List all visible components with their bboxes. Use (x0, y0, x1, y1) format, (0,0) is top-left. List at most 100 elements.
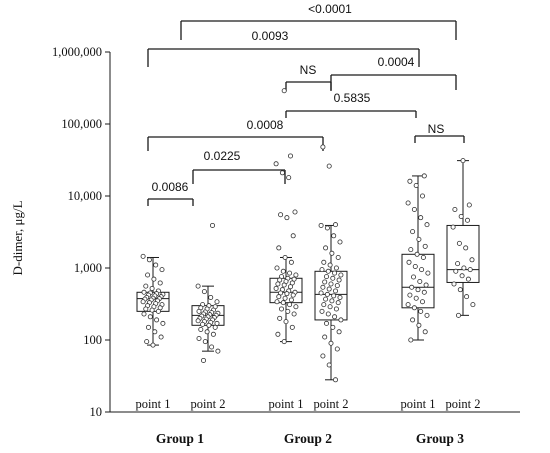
data-point (290, 292, 296, 298)
p-value-label: NS (300, 63, 317, 77)
data-point (319, 308, 325, 314)
data-point (463, 245, 469, 251)
data-point (422, 329, 428, 335)
comparison-3: NS (285, 63, 332, 91)
data-point (461, 265, 467, 271)
data-point (158, 334, 164, 340)
data-point (282, 254, 288, 260)
data-point (410, 274, 416, 280)
data-point (214, 320, 220, 326)
data-point (287, 302, 293, 308)
data-point (330, 324, 336, 330)
point-label: point 2 (190, 397, 225, 411)
y-tick-label: 100,000 (61, 117, 102, 131)
data-point (322, 334, 328, 340)
data-point (425, 270, 431, 276)
data-point (419, 193, 425, 199)
p-value-label: 0.0086 (152, 180, 189, 194)
data-point (464, 294, 470, 300)
data-point (405, 200, 411, 206)
data-point (332, 270, 338, 276)
axis-labels: D-dimer, μg/L (10, 200, 25, 275)
comparison-1: <0.0001 (180, 2, 457, 40)
data-point (291, 311, 297, 317)
comparison-8: 0.0225 (192, 149, 286, 184)
data-point (407, 292, 413, 298)
data-point (458, 213, 464, 219)
comparison-brackets: <0.0001 0.0093 NS 0.0004 0.5835 0.0008 NS 0.022… (147, 2, 465, 206)
data-point (151, 276, 157, 282)
data-point (419, 299, 425, 305)
data-point (413, 295, 419, 301)
data-point (201, 289, 207, 295)
data-point (318, 222, 324, 228)
data-point (407, 178, 413, 184)
data-point (287, 284, 293, 290)
data-point (202, 339, 208, 345)
data-point (149, 307, 155, 313)
data-point (152, 329, 158, 335)
data-point (410, 229, 416, 235)
p-value-label: 0.5835 (334, 91, 371, 105)
y-tick-label: 1,000,000 (52, 45, 102, 59)
data-point (212, 324, 218, 330)
data-point (210, 331, 216, 337)
y-tick-label: 10,000 (68, 189, 102, 203)
data-point (327, 262, 333, 268)
data-point (153, 262, 159, 268)
data-point (418, 215, 424, 221)
data-point (465, 276, 471, 282)
data-point (332, 288, 338, 294)
data-point (276, 294, 282, 300)
data-point (419, 267, 425, 273)
point-label: point 2 (445, 397, 480, 411)
point-label: point 1 (400, 397, 435, 411)
data-point (273, 161, 279, 167)
box-2: point 2 (190, 222, 226, 411)
data-point (335, 300, 341, 306)
box-series: point 1 point 2 point 1 point 2 point 1 point… (135, 88, 481, 446)
comparison-4: 0.0004 (330, 55, 457, 90)
comparison-5: 0.5835 (285, 91, 417, 118)
box-1: point 1 (135, 253, 171, 411)
data-point (325, 268, 331, 274)
data-point (206, 322, 212, 328)
data-point (284, 215, 290, 221)
data-point (329, 298, 335, 304)
data-point (273, 285, 279, 291)
data-point (144, 339, 150, 345)
data-point (323, 245, 329, 251)
data-point (274, 265, 280, 271)
data-point (334, 346, 340, 352)
data-point (204, 329, 210, 335)
data-point (466, 202, 472, 208)
data-point (328, 340, 334, 346)
comparison-2: 0.0093 (147, 29, 420, 67)
data-point (277, 315, 283, 321)
data-point (420, 254, 426, 260)
p-value-label: 0.0225 (204, 149, 241, 163)
y-axis-ticks: 10 100 1,000 10,000 100,000 1,000,000 (52, 45, 110, 419)
data-point (338, 317, 344, 323)
data-point (326, 163, 332, 169)
data-point (455, 312, 461, 318)
data-point (329, 250, 335, 256)
data-point (140, 299, 146, 305)
data-point (280, 268, 286, 274)
p-value-label: 0.0093 (252, 29, 289, 43)
data-point (157, 280, 163, 286)
data-point (326, 286, 332, 292)
data-point (287, 153, 293, 159)
data-point (332, 222, 338, 228)
data-point (406, 259, 412, 265)
data-point (276, 245, 282, 251)
iqr-box (314, 270, 348, 321)
data-point (450, 224, 456, 230)
data-point (412, 263, 418, 269)
data-point (334, 283, 340, 289)
data-point (292, 209, 298, 215)
data-point (328, 281, 334, 287)
p-value-label: 0.0004 (378, 55, 415, 69)
comparison-9: 0.0086 (147, 180, 194, 206)
data-point (323, 320, 329, 326)
